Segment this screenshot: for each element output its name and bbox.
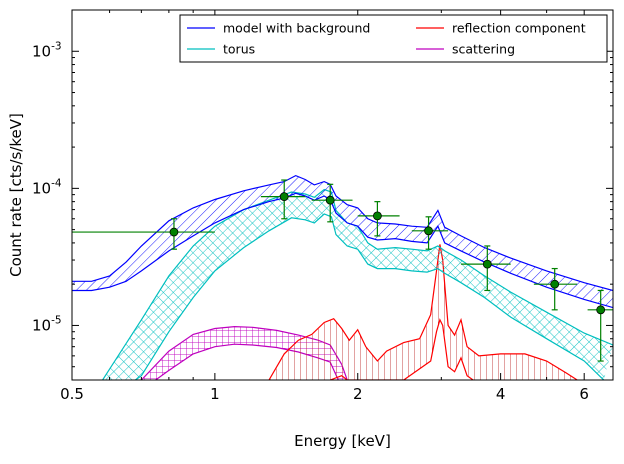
y-axis-label: Count rate [cts/s/keV] bbox=[7, 113, 25, 277]
data-marker bbox=[482, 259, 492, 269]
data-marker bbox=[279, 192, 289, 202]
x-tick-label: 1 bbox=[210, 385, 220, 403]
legend-box bbox=[179, 14, 608, 63]
y-tick-label: 10-3 bbox=[32, 40, 62, 60]
data-point bbox=[311, 183, 353, 223]
data-point bbox=[411, 216, 449, 250]
band-fill-scattering bbox=[141, 326, 348, 380]
band-lower-model-with-background bbox=[72, 192, 613, 309]
legend-label: scattering bbox=[452, 42, 515, 57]
band-lower-reflection-component bbox=[329, 318, 474, 380]
data-point bbox=[72, 218, 215, 250]
x-tick-label: 2 bbox=[353, 385, 363, 403]
data-points bbox=[72, 179, 613, 362]
data-marker bbox=[372, 211, 382, 221]
data-marker bbox=[550, 279, 560, 289]
band-fill-reflection-component bbox=[269, 244, 578, 380]
data-marker bbox=[424, 226, 433, 236]
model-bands bbox=[72, 174, 613, 380]
data-point bbox=[460, 245, 511, 292]
data-marker bbox=[169, 227, 179, 237]
axis-ticks bbox=[71, 9, 613, 381]
legend-label: torus bbox=[223, 42, 255, 57]
legend-label: reflection component bbox=[452, 21, 586, 36]
data-point bbox=[357, 201, 400, 237]
data-marker bbox=[325, 195, 335, 205]
axis-tick-labels: 0.5 1 2 4 6 10-5 10-4 10-3 bbox=[32, 40, 589, 403]
data-point bbox=[260, 179, 306, 220]
y-tick-label: 10-4 bbox=[32, 177, 62, 197]
y-tick-label: 10-5 bbox=[32, 314, 62, 334]
data-point bbox=[533, 267, 578, 311]
band-fill-torus bbox=[102, 189, 613, 380]
data-point bbox=[587, 289, 613, 362]
x-tick-label: 0.5 bbox=[60, 385, 84, 403]
data-marker bbox=[596, 305, 606, 315]
legend: model with background reflection componen… bbox=[179, 14, 608, 63]
band-upper-reflection-component bbox=[268, 244, 578, 380]
legend-label: model with background bbox=[223, 21, 370, 36]
x-tick-label: 6 bbox=[579, 385, 589, 403]
x-axis-label: Energy [keV] bbox=[294, 432, 391, 450]
x-tick-label: 4 bbox=[496, 385, 506, 403]
band-lower-torus bbox=[135, 213, 605, 380]
band-fill-model-with-background bbox=[72, 175, 613, 308]
